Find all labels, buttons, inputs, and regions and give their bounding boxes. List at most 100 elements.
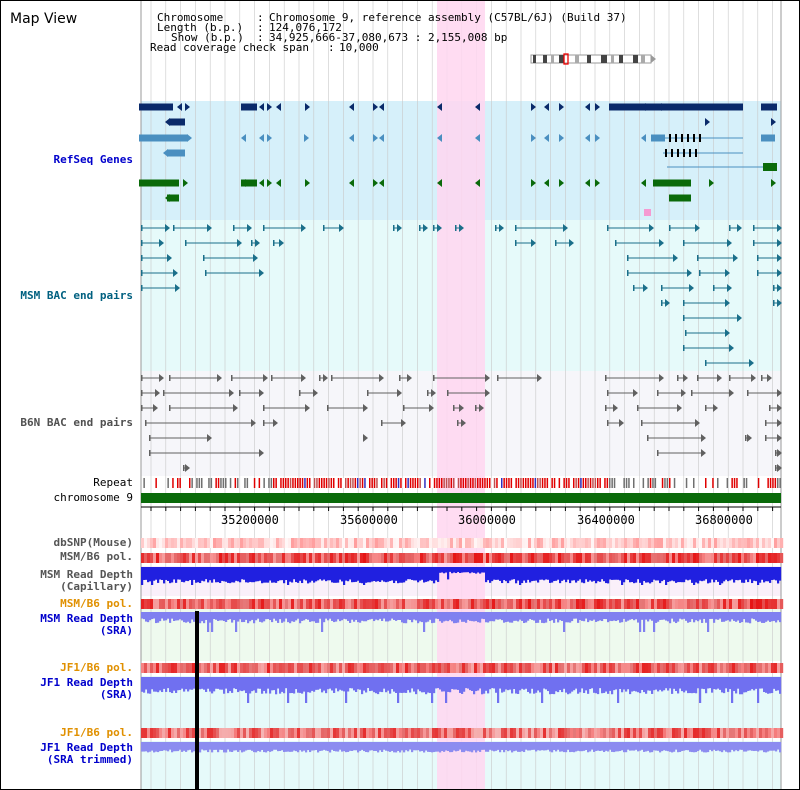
- heat-cell: [522, 663, 526, 673]
- repeat-track[interactable]: [143, 478, 781, 488]
- depth-bar: [229, 612, 232, 620]
- heat-cell: [315, 538, 319, 548]
- depth-bar: [217, 742, 220, 753]
- heat-cell: [174, 599, 178, 609]
- depth-bar: [661, 567, 664, 582]
- track-label-jf1-b6-pol-1[interactable]: JF1/B6 pol.: [60, 661, 133, 674]
- heat-cell: [447, 728, 451, 738]
- heat-cell: [477, 663, 481, 673]
- bac-end: [691, 390, 693, 396]
- depth-bar: [259, 567, 262, 581]
- heat-cell: [168, 663, 172, 673]
- heat-cell: [240, 553, 244, 563]
- depth-bar: [469, 612, 472, 621]
- repeat-element: [685, 478, 688, 488]
- repeat-element: [273, 478, 275, 488]
- repeat-element: [733, 478, 736, 488]
- repeat-element: [712, 478, 714, 488]
- depth-bar: [493, 567, 496, 580]
- depth-bar: [393, 742, 396, 753]
- depth-bar: [279, 742, 282, 751]
- heat-cell: [177, 728, 181, 738]
- depth-bar: [215, 612, 218, 620]
- depth-bar: [683, 677, 686, 693]
- heat-cell: [480, 553, 484, 563]
- track-label-msm-b6-pol-2[interactable]: MSM/B6 pol.: [60, 597, 133, 610]
- depth-bar: [501, 742, 504, 750]
- depth-bar: [401, 677, 404, 693]
- track-label-dbsnp[interactable]: dbSNP(Mouse): [53, 536, 133, 549]
- heat-cell: [720, 599, 724, 609]
- depth-bar: [763, 677, 766, 693]
- depth-bar: [679, 677, 682, 689]
- repeat-element: [513, 478, 515, 488]
- heat-cell: [774, 599, 778, 609]
- track-label-msm-read-capillary[interactable]: MSM Read Depth (Capillary): [40, 568, 133, 593]
- track-label-jf1-read-sra[interactable]: JF1 Read Depth (SRA): [40, 676, 133, 701]
- track-label-b6n-bac[interactable]: B6N BAC end pairs: [20, 416, 133, 429]
- depth-bar: [617, 612, 620, 621]
- depth-bar: [289, 677, 292, 694]
- gene-arrow: [431, 389, 436, 397]
- heat-cell: [474, 599, 478, 609]
- heat-cell: [177, 538, 181, 548]
- depth-bar: [519, 742, 522, 752]
- heat-cell: [144, 663, 148, 673]
- depth-bar: [225, 567, 228, 582]
- heat-cell: [198, 728, 202, 738]
- heat-cell: [642, 599, 646, 609]
- gene-arrow: [657, 103, 662, 111]
- depth-bar: [521, 742, 524, 752]
- depth-bar: [543, 742, 546, 751]
- repeat-element: [544, 478, 546, 488]
- depth-bar: [605, 742, 608, 751]
- heat-cell: [561, 553, 565, 563]
- depth-bar: [355, 567, 358, 582]
- depth-bar: [333, 677, 336, 693]
- heat-cell: [243, 728, 247, 738]
- depth-bar: [249, 567, 252, 582]
- gene-arrow: [569, 239, 574, 247]
- heat-cell: [276, 728, 280, 738]
- track-label-jf1-read-trimmed[interactable]: JF1 Read Depth (SRA trimmed): [40, 741, 133, 766]
- track-label-refseq[interactable]: RefSeq Genes: [53, 153, 133, 166]
- heat-cell: [219, 538, 223, 548]
- depth-bar: [383, 742, 386, 750]
- b6n-bac-end-pairs-track[interactable]: [141, 374, 782, 472]
- heat-cell: [399, 538, 403, 548]
- track-label-msm-bac[interactable]: MSM BAC end pairs: [20, 289, 133, 302]
- depth-bar: [731, 612, 734, 620]
- heat-cell: [531, 728, 535, 738]
- repeat-element: [225, 478, 227, 488]
- heat-cell: [609, 728, 613, 738]
- track-label-msm-read-sra[interactable]: MSM Read Depth (SRA): [40, 612, 133, 637]
- heat-cell: [303, 663, 307, 673]
- track-label-msm-b6-pol-1[interactable]: MSM/B6 pol.: [60, 550, 133, 563]
- depth-bar: [323, 742, 326, 750]
- repeat-element: [335, 478, 337, 488]
- depth-bar: [161, 567, 164, 581]
- bac-end: [141, 255, 143, 261]
- heat-cell: [561, 728, 565, 738]
- heat-cell: [708, 599, 712, 609]
- heat-cell: [564, 728, 568, 738]
- heat-cell: [351, 663, 355, 673]
- depth-bar: [307, 567, 310, 584]
- refseq-genes-track[interactable]: [139, 103, 777, 216]
- depth-bar: [629, 567, 632, 583]
- depth-bar: [511, 742, 514, 753]
- chromosome-ideogram[interactable]: [529, 53, 659, 65]
- heat-cell: [498, 538, 502, 548]
- heat-cell: [204, 599, 208, 609]
- track-label-jf1-b6-pol-2[interactable]: JF1/B6 pol.: [60, 726, 133, 739]
- heat-cell: [285, 599, 289, 609]
- heat-cell: [516, 553, 520, 563]
- depth-bar: [359, 677, 362, 690]
- msm-bac-end-pairs-track[interactable]: [141, 224, 782, 367]
- heat-cell: [555, 728, 559, 738]
- heat-cell: [573, 599, 577, 609]
- depth-bar: [475, 677, 478, 692]
- gene-arrow: [173, 269, 178, 277]
- heat-cell: [696, 728, 700, 738]
